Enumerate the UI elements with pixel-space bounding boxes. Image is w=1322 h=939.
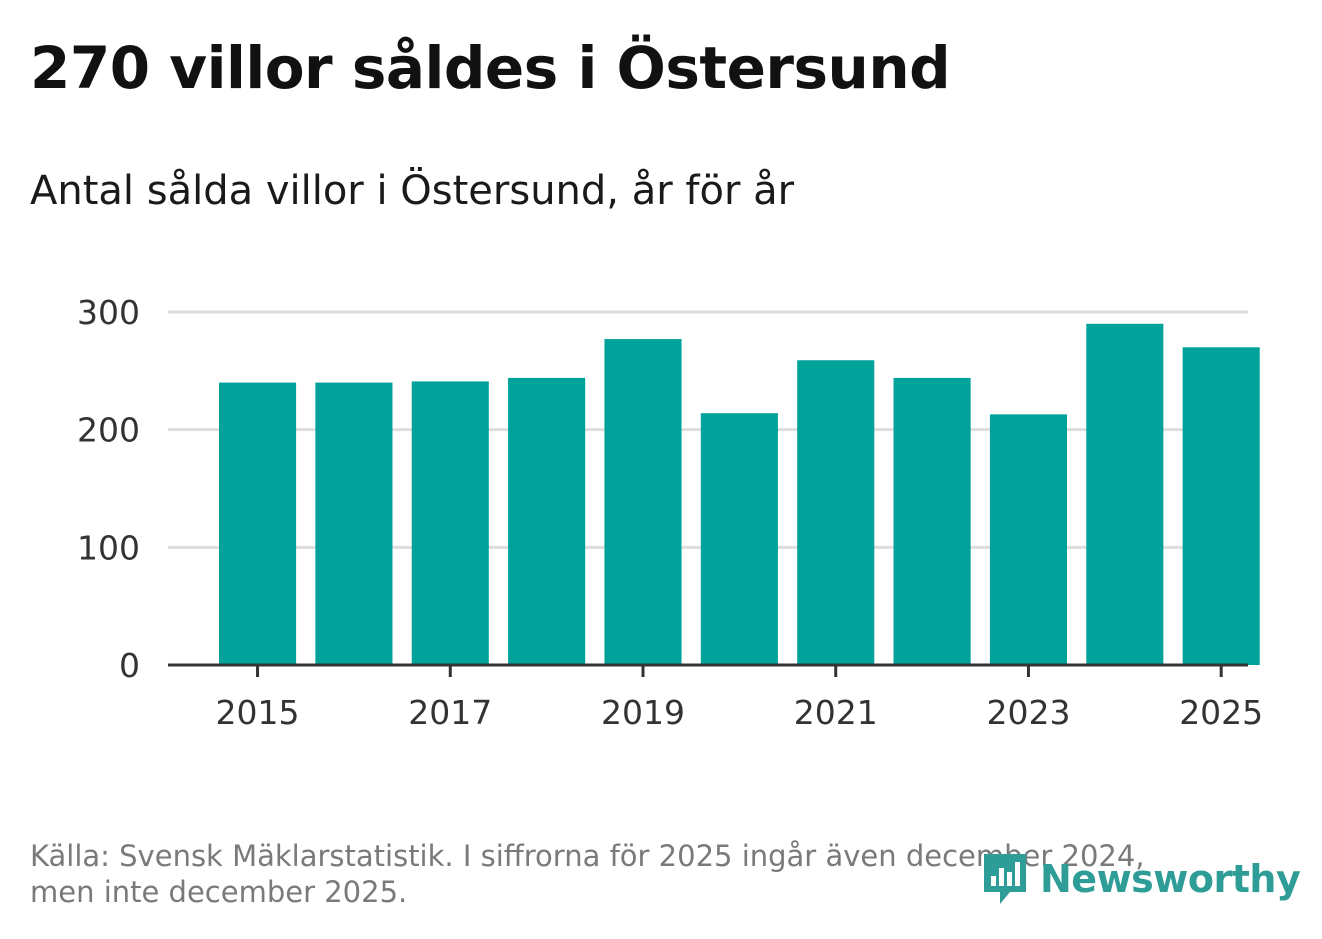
bar-2025 (1182, 347, 1260, 665)
x-tick-label: 2019 (601, 693, 685, 732)
chart-title: 270 villor såldes i Östersund (30, 34, 951, 102)
x-tick-label: 2025 (1179, 693, 1263, 732)
y-tick-label: 0 (119, 646, 140, 685)
source-line-1: Källa: Svensk Mäklarstatistik. I siffror… (30, 839, 1145, 873)
bar-2024 (1086, 323, 1164, 665)
bar-2018 (508, 377, 586, 665)
newsworthy-logo: Newsworthy (980, 850, 1301, 908)
y-tick-label: 100 (77, 528, 140, 567)
bar-2022 (893, 377, 971, 665)
source-note: Källa: Svensk Mäklarstatistik. I siffror… (30, 838, 1145, 910)
newsworthy-logo-icon (984, 854, 1026, 904)
chart-subtitle: Antal sålda villor i Östersund, år för å… (30, 168, 795, 214)
source-line-2: men inte december 2025. (30, 875, 408, 909)
x-tick-label: 2021 (794, 693, 878, 732)
newsworthy-logo-text: Newsworthy (1040, 857, 1301, 901)
y-tick-label: 300 (77, 293, 140, 332)
x-tick-label: 2017 (408, 693, 492, 732)
axes: 0 100 200 300 2015 2017 2019 2021 2023 2025 (77, 293, 1263, 732)
bar-2017 (411, 381, 489, 665)
bar-2019 (604, 339, 682, 665)
bar-2021 (797, 360, 875, 665)
bar-2016 (315, 382, 393, 665)
bar-2020 (700, 413, 778, 665)
x-tick-label: 2023 (986, 693, 1070, 732)
bar-2015 (219, 382, 297, 665)
bars (219, 323, 1260, 665)
y-tick-label: 200 (77, 411, 140, 450)
x-tick-label: 2015 (216, 693, 300, 732)
bar-2023 (989, 414, 1067, 665)
